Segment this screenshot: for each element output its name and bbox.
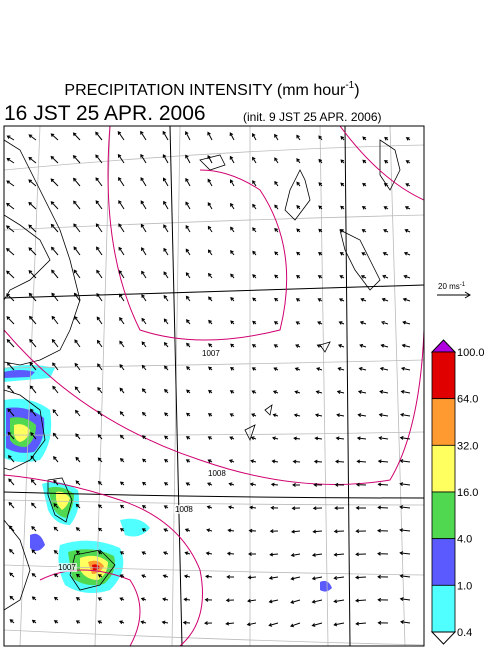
scale-sup: -1	[460, 282, 466, 288]
colorbar-label: 64.0	[457, 394, 478, 406]
colorbar-segment	[431, 398, 456, 446]
coastline	[4, 139, 401, 611]
colorbar-label: 4.0	[457, 534, 472, 546]
title-sup: -1	[345, 80, 354, 91]
colorbar-top	[430, 339, 457, 353]
colorbar-segment	[431, 351, 456, 400]
colorbar-segment	[431, 444, 456, 493]
wind-vectors	[5, 130, 411, 628]
colorbar-segment	[431, 491, 456, 540]
colorbar-label: 16.0	[457, 487, 478, 499]
map: 1007 1008 1008 1007	[3, 125, 425, 647]
isobar-label: 1007	[58, 563, 76, 572]
title-end: )	[354, 82, 359, 99]
colorbar-label: 32.0	[457, 440, 478, 452]
scale: 20 ms-1	[437, 282, 471, 299]
scale-label: 20 ms-1	[438, 282, 466, 291]
isobar-label-bg	[207, 469, 227, 478]
valid-time: 16 JST 25 APR. 2006	[4, 102, 206, 125]
isobar-label-bg	[201, 349, 221, 358]
scale-text: 20 ms	[438, 282, 460, 291]
colorbar-label: 100.0	[457, 347, 485, 359]
colorbar: 100.0 64.0 32.0 16.0 4.0 1.0 0.4	[430, 339, 485, 645]
map-frame	[3, 125, 425, 647]
colorbar-segment	[431, 584, 456, 633]
isobar-label: 1008	[208, 469, 226, 478]
title: PRECIPITATION INTENSITY (mm hour-1)	[64, 80, 359, 99]
init-time: (init. 9 JST 25 APR. 2006)	[243, 110, 382, 124]
isobar-label: 1008	[175, 505, 193, 514]
colorbar-label: 1.0	[457, 580, 472, 592]
scale-arrowhead	[464, 291, 471, 299]
colorbar-segment	[431, 538, 456, 586]
isobar-label: 1007	[202, 349, 220, 358]
isobar-label-bg	[57, 563, 77, 572]
isobar-label-bg	[174, 505, 194, 514]
colorbar-label: 0.4	[457, 627, 472, 639]
colorbar-bottom	[430, 631, 457, 645]
wind-arrows	[5, 130, 411, 628]
title-text: PRECIPITATION INTENSITY (mm hour	[64, 82, 346, 99]
